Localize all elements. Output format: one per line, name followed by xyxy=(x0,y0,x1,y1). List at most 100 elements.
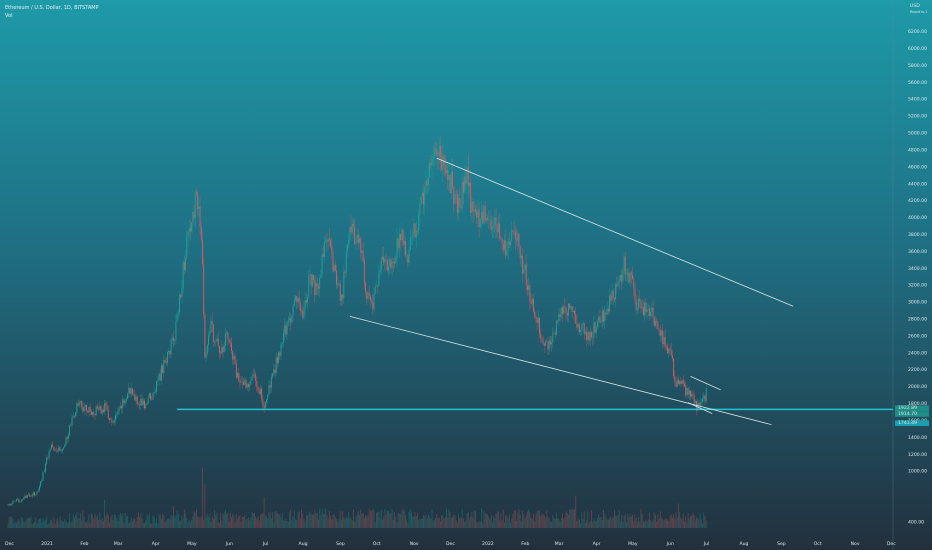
volume-bar xyxy=(391,509,393,528)
candle-body xyxy=(250,380,252,385)
candle xyxy=(686,384,688,398)
candle-body xyxy=(46,457,48,465)
volume-bar xyxy=(273,522,275,528)
candle-body xyxy=(367,292,369,299)
candle xyxy=(483,204,485,225)
upper-resistance-line[interactable] xyxy=(436,157,794,307)
candle xyxy=(415,221,417,248)
volume-bar xyxy=(359,515,360,528)
candle xyxy=(494,209,496,234)
candle-body xyxy=(523,269,525,274)
volume-bar xyxy=(88,514,90,528)
small-channel-lower[interactable] xyxy=(687,402,713,414)
currency-label[interactable]: USD xyxy=(910,3,920,9)
candle xyxy=(205,347,207,363)
candle xyxy=(355,237,357,251)
volume-bar xyxy=(431,509,433,528)
candle-body xyxy=(373,293,375,310)
candle-body xyxy=(650,311,652,317)
volume-bar xyxy=(447,517,449,528)
volume-bar xyxy=(674,519,676,528)
volume-bar xyxy=(512,513,514,528)
candle xyxy=(600,314,602,327)
candle-body xyxy=(545,341,547,346)
volume-bar xyxy=(310,514,312,528)
candle xyxy=(212,323,214,348)
candle-body xyxy=(309,274,311,277)
volume-bar xyxy=(125,516,127,528)
candle-body xyxy=(128,387,130,394)
volume-indicator-label[interactable]: Vol xyxy=(5,13,12,19)
candle xyxy=(253,368,255,379)
candle-body xyxy=(679,381,681,385)
candle-body xyxy=(99,406,101,410)
candle-body xyxy=(420,196,422,205)
candle xyxy=(152,392,154,400)
candle-body xyxy=(514,231,516,240)
volume-bar xyxy=(35,517,37,528)
candle-body xyxy=(584,332,586,334)
candle-body xyxy=(536,317,538,323)
volume-bar xyxy=(360,509,362,528)
volume-bar xyxy=(687,513,689,528)
volume-bar xyxy=(494,518,496,528)
price-axis[interactable]: 400.001000.001200.001400.001600.001800.0… xyxy=(908,29,927,525)
candle-body xyxy=(431,158,433,166)
candle xyxy=(332,245,334,272)
candle xyxy=(459,187,461,209)
candle-body xyxy=(146,403,148,405)
candle-body xyxy=(646,309,648,313)
candle-body xyxy=(105,403,107,406)
candle-body xyxy=(220,352,222,354)
candle-body xyxy=(145,404,147,409)
symbol-title[interactable]: Ethereum / U.S. Dollar, 1D, BITSTAMP xyxy=(5,5,99,11)
candle xyxy=(14,500,16,502)
candle-body xyxy=(645,302,647,313)
candle xyxy=(180,294,182,300)
candle-body xyxy=(688,390,690,395)
volume-bar xyxy=(343,516,345,528)
candle xyxy=(427,164,429,193)
candle-body xyxy=(565,307,567,313)
volume-bar xyxy=(247,517,249,528)
candle-body xyxy=(354,226,356,245)
candle-body xyxy=(349,226,351,240)
volume-bar xyxy=(664,518,666,528)
volume-bar xyxy=(340,519,342,528)
volume-bar xyxy=(482,522,484,528)
candle-body xyxy=(369,295,371,301)
candle-body xyxy=(605,312,607,315)
volume-bar xyxy=(471,511,473,528)
candle xyxy=(36,491,38,496)
volume-bar xyxy=(257,516,259,528)
time-axis[interactable]: Dec 2021 Feb Mar Apr May Jun Jul Aug Sep Oct Nov Dec… xyxy=(5,541,896,547)
candle xyxy=(185,249,187,273)
candle xyxy=(606,300,608,316)
lower-support-line[interactable] xyxy=(349,315,772,425)
volume-bar xyxy=(235,513,237,528)
candle-body xyxy=(611,290,613,301)
candle xyxy=(119,401,121,409)
volume-bar xyxy=(516,520,518,528)
candle xyxy=(69,424,71,437)
price-label-level: 1741.49 xyxy=(895,420,929,426)
volume-bar xyxy=(697,518,699,528)
volume-bar xyxy=(314,509,316,528)
candle xyxy=(293,295,295,307)
candle-body xyxy=(384,259,386,263)
candle xyxy=(640,299,642,313)
candle-body xyxy=(669,348,671,350)
volume-bar xyxy=(368,508,370,528)
volume-bar xyxy=(481,508,482,528)
candle-body xyxy=(113,419,115,423)
volume-bar xyxy=(477,522,479,528)
price-label-current-box xyxy=(895,405,929,411)
candle-body xyxy=(275,357,277,374)
candle xyxy=(629,271,631,287)
small-channel-upper[interactable] xyxy=(690,376,721,391)
candle-body xyxy=(485,218,487,222)
candle xyxy=(674,370,676,387)
candle-body xyxy=(18,499,20,503)
candle-body xyxy=(66,437,68,439)
drawings-layer[interactable] xyxy=(177,157,893,425)
